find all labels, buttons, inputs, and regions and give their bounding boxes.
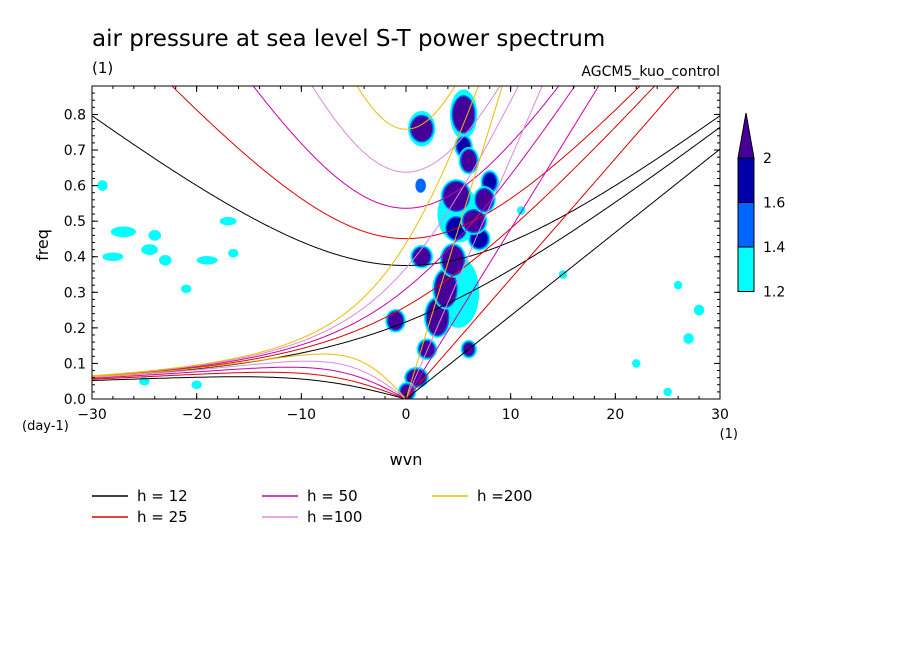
colorbar-arrow xyxy=(737,112,755,159)
y-tick-label: 0.1 xyxy=(64,356,86,372)
chart-subtitle-right: AGCM5_kuo_control xyxy=(581,64,720,80)
y-tick-label: 0.4 xyxy=(64,250,86,266)
dispersion-curve xyxy=(405,86,600,399)
dispersion-curve xyxy=(171,86,641,240)
spectrum-blob xyxy=(683,333,694,344)
dispersion-curve xyxy=(405,86,680,399)
colorbar-swatch xyxy=(737,246,755,292)
spectrum-blob xyxy=(97,180,108,191)
legend-label: h = 50 xyxy=(307,487,358,505)
dispersion-curve xyxy=(92,115,720,266)
spectrum-blob xyxy=(419,341,435,358)
spectrum-blob xyxy=(148,230,162,241)
chart-subtitle-left: (1) xyxy=(92,59,113,77)
dispersion-curve xyxy=(252,86,560,209)
y-tick-label: 0.0 xyxy=(64,392,86,408)
y-tick-label: 0.6 xyxy=(64,179,86,195)
dispersion-curve xyxy=(92,366,406,399)
spectrum-blob xyxy=(453,96,475,133)
spectrum-blob xyxy=(415,178,426,193)
x-tick-label: −30 xyxy=(77,407,107,423)
spectrum-blob xyxy=(219,216,237,226)
colorbar-label: 1.4 xyxy=(763,240,785,256)
spectrum-blob xyxy=(693,304,705,316)
spectrum-blob xyxy=(141,244,158,255)
spectrum-blob xyxy=(102,252,124,261)
y-tick-label: 0.8 xyxy=(64,107,86,123)
dispersion-curve xyxy=(92,126,720,378)
spectrum-blob xyxy=(191,380,202,390)
spectrum-blob xyxy=(228,248,239,258)
spectrum-blob xyxy=(461,150,477,172)
y-tick-label: 0.7 xyxy=(64,143,86,159)
x-unit-label: (1) xyxy=(720,427,738,442)
dispersion-curve xyxy=(92,86,480,377)
colorbar-swatch xyxy=(737,157,755,203)
x-tick-label: −20 xyxy=(182,407,212,423)
y-tick-label: 0.2 xyxy=(64,321,86,337)
legend-label: h = 25 xyxy=(137,508,188,526)
spectrum-blob xyxy=(110,226,136,238)
dispersion-curve xyxy=(92,371,406,399)
x-tick-label: 0 xyxy=(402,407,411,423)
dispersion-curve xyxy=(92,376,406,399)
x-tick-label: −10 xyxy=(287,407,317,423)
spectrum-blob xyxy=(663,387,672,397)
dispersion-curve xyxy=(92,86,656,378)
y-tick-label: 0.3 xyxy=(64,285,86,301)
colorbar-label: 1.2 xyxy=(763,285,785,301)
spectrum-blob xyxy=(196,256,218,265)
spectrum-blob xyxy=(476,189,493,211)
colorbar-label: 1.6 xyxy=(763,196,785,212)
x-tick-label: 20 xyxy=(606,407,624,423)
legend-label: h = 12 xyxy=(137,487,188,505)
chart-title: air pressure at sea level S-T power spec… xyxy=(92,26,605,52)
dispersion-curve xyxy=(311,86,501,173)
dispersion-curve xyxy=(92,86,576,377)
spectrum-blob xyxy=(388,311,403,330)
spectrum-blob xyxy=(180,284,192,294)
dispersion-curve xyxy=(405,148,720,399)
legend-label: h =100 xyxy=(307,508,362,526)
x-axis-label: wvn xyxy=(390,450,423,469)
spectrum-blob xyxy=(435,270,457,307)
dispersion-curve xyxy=(405,86,543,399)
spectrum-blob xyxy=(158,254,172,266)
x-tick-label: 30 xyxy=(711,407,729,423)
x-tick-label: 10 xyxy=(502,407,520,423)
dispersion-curve xyxy=(92,360,406,399)
spectrum-blob xyxy=(411,116,433,142)
spectrum-blob xyxy=(632,359,641,368)
y-unit-label: (day-1) xyxy=(22,419,69,434)
colorbar-swatch xyxy=(737,202,755,248)
spectrum-blob xyxy=(443,182,469,211)
y-tick-label: 0.5 xyxy=(64,214,86,230)
legend-label: h =200 xyxy=(477,487,532,505)
dispersion-curve xyxy=(92,353,406,399)
spectrum-blob xyxy=(413,247,431,266)
spectrum-blob xyxy=(673,280,683,290)
colorbar-label: 2 xyxy=(763,151,772,167)
dispersion-curve xyxy=(405,86,503,399)
dispersion-curve xyxy=(356,86,456,130)
y-axis-label: freq xyxy=(33,229,52,261)
